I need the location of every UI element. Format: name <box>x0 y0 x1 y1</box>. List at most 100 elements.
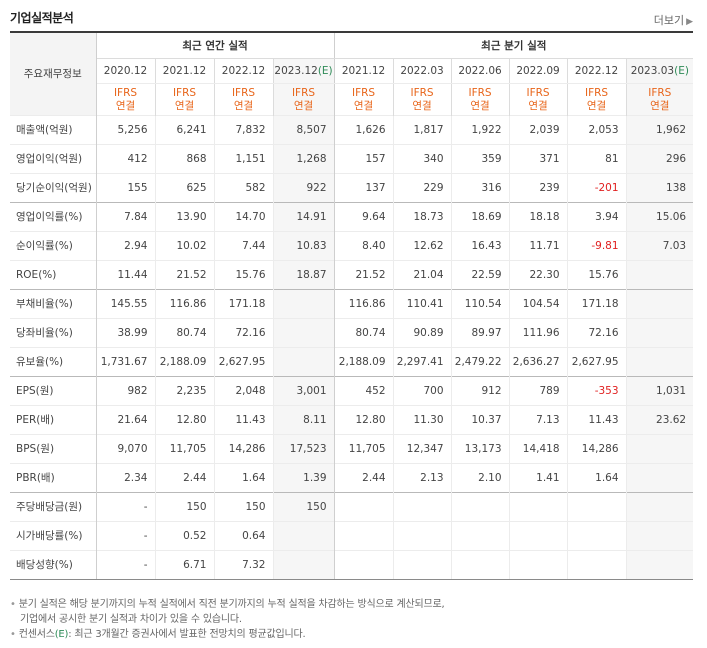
consolidated-line: 연결 <box>650 99 670 112</box>
value-cell: 1,731.67 <box>95 346 155 376</box>
value-cell <box>508 491 568 521</box>
ifrs-line: IFRS <box>584 86 609 99</box>
ifrs-basis-label: IFRS 연결 <box>450 83 510 115</box>
ifrs-basis-label: IFRS 연결 <box>508 83 568 115</box>
table-row: 당기순이익(억원) 155 625 582 922 137 229 316 239 -201 138 <box>10 172 694 202</box>
value-cell: 11.43 <box>566 404 627 434</box>
value-cell: 171.18 <box>213 288 273 318</box>
ifrs-line: IFRS <box>351 86 376 99</box>
value-cell: 868 <box>154 143 214 173</box>
value-cell: 340 <box>392 143 452 173</box>
value-cell: 2,048 <box>213 375 273 405</box>
value-cell: 104.54 <box>508 288 568 318</box>
row-label: 매출액(억원) <box>10 114 97 144</box>
value-cell: 371 <box>508 143 568 173</box>
value-cell <box>333 549 394 580</box>
consolidated-line: 연결 <box>293 99 314 112</box>
value-cell: - <box>95 520 155 550</box>
value-cell <box>450 549 510 580</box>
section-title: 기업실적분석 <box>10 11 74 25</box>
bullet-icon: • <box>10 629 16 640</box>
row-label: PBR(배) <box>10 462 97 492</box>
value-cell: 11.43 <box>213 404 273 434</box>
value-cell: 150 <box>213 491 273 521</box>
value-cell: 2,479.22 <box>450 346 510 376</box>
value-cell: 14.70 <box>213 201 273 231</box>
ifrs-basis-label: IFRS 연결 <box>625 83 694 115</box>
section-header: 기업실적분석 더보기 ▶ <box>10 6 693 28</box>
ifrs-basis-label: IFRS 연결 <box>154 83 214 115</box>
value-cell: 14,418 <box>508 433 568 463</box>
value-cell: 11,705 <box>154 433 214 463</box>
value-cell: 1.39 <box>272 462 335 492</box>
value-cell: 7.44 <box>213 230 273 260</box>
value-cell: 2,188.09 <box>333 346 394 376</box>
value-cell <box>508 549 568 580</box>
value-cell: 8.11 <box>272 404 335 434</box>
value-cell: 18.18 <box>508 201 568 231</box>
value-cell: 10.02 <box>154 230 214 260</box>
value-cell: 137 <box>333 172 394 202</box>
ifrs-basis-label: IFRS 연결 <box>392 83 452 115</box>
value-cell: 145.55 <box>95 288 155 318</box>
table-row: 주당배당금(원) -150 150 150 <box>10 491 694 521</box>
period-label: 2023.12 <box>274 64 318 77</box>
value-cell <box>625 520 694 550</box>
consolidated-line: 연결 <box>174 99 195 112</box>
ifrs-line: IFRS <box>113 86 138 99</box>
value-cell: 90.89 <box>392 317 452 347</box>
value-cell: 789 <box>508 375 568 405</box>
table-row: 영업이익률(%) 7.84 13.90 14.70 14.91 9.64 18.73 18.6… <box>10 201 694 231</box>
value-cell: 8,507 <box>272 114 335 144</box>
value-cell: 2.10 <box>450 462 510 492</box>
value-cell: 0.52 <box>154 520 214 550</box>
value-cell: 116.86 <box>333 288 394 318</box>
value-cell: 1.41 <box>508 462 568 492</box>
value-cell: 1,962 <box>625 114 694 144</box>
ifrs-basis-label: IFRS 연결 <box>333 83 394 115</box>
ifrs-line: IFRS <box>648 86 672 99</box>
table-row: 매출액(억원) 5,256 6,241 7,832 8,507 1,626 1,817 1,9… <box>10 114 694 144</box>
value-cell: 2,297.41 <box>392 346 452 376</box>
period-header: 2022.06 <box>450 58 510 84</box>
value-cell: 14.91 <box>272 201 335 231</box>
value-cell: 72.16 <box>566 317 627 347</box>
value-cell <box>566 491 627 521</box>
value-cell: 5,256 <box>95 114 155 144</box>
value-cell: 8.40 <box>333 230 394 260</box>
value-cell: 7.03 <box>625 230 694 260</box>
value-cell: 912 <box>450 375 510 405</box>
period-header: 2021.12 <box>333 58 394 84</box>
value-cell: 21.04 <box>392 259 452 289</box>
value-cell: 10.37 <box>450 404 510 434</box>
value-cell: 171.18 <box>566 288 627 318</box>
value-cell <box>625 549 694 580</box>
value-cell: 150 <box>154 491 214 521</box>
value-cell: 15.76 <box>213 259 273 289</box>
value-cell <box>625 433 694 463</box>
value-cell: 21.52 <box>333 259 394 289</box>
value-cell: 1,817 <box>392 114 452 144</box>
more-link[interactable]: 더보기 ▶ <box>654 12 693 28</box>
value-cell: 2.44 <box>333 462 394 492</box>
value-cell: 2,053 <box>566 114 627 144</box>
value-cell: 89.97 <box>450 317 510 347</box>
period-label: 2023.03 <box>630 64 675 77</box>
period-label: 2022.12 <box>574 64 619 77</box>
value-cell <box>392 491 452 521</box>
value-cell: 1.64 <box>213 462 273 492</box>
value-cell: 700 <box>392 375 452 405</box>
value-cell: 110.41 <box>392 288 452 318</box>
value-cell <box>272 549 335 580</box>
value-cell: 15.76 <box>566 259 627 289</box>
value-cell <box>566 520 627 550</box>
row-label: 주당배당금(원) <box>10 491 97 521</box>
row-label: 영업이익(억원) <box>10 143 97 173</box>
consolidated-line: 연결 <box>470 99 490 112</box>
value-cell: 7.32 <box>213 549 273 580</box>
value-cell: 12,347 <box>392 433 452 463</box>
financial-table: 주요재무정보 최근 연간 실적 최근 분기 실적 2020.12 2021.12 2022… <box>10 31 694 580</box>
row-label: ROE(%) <box>10 259 97 289</box>
value-cell <box>392 520 452 550</box>
value-cell <box>508 520 568 550</box>
